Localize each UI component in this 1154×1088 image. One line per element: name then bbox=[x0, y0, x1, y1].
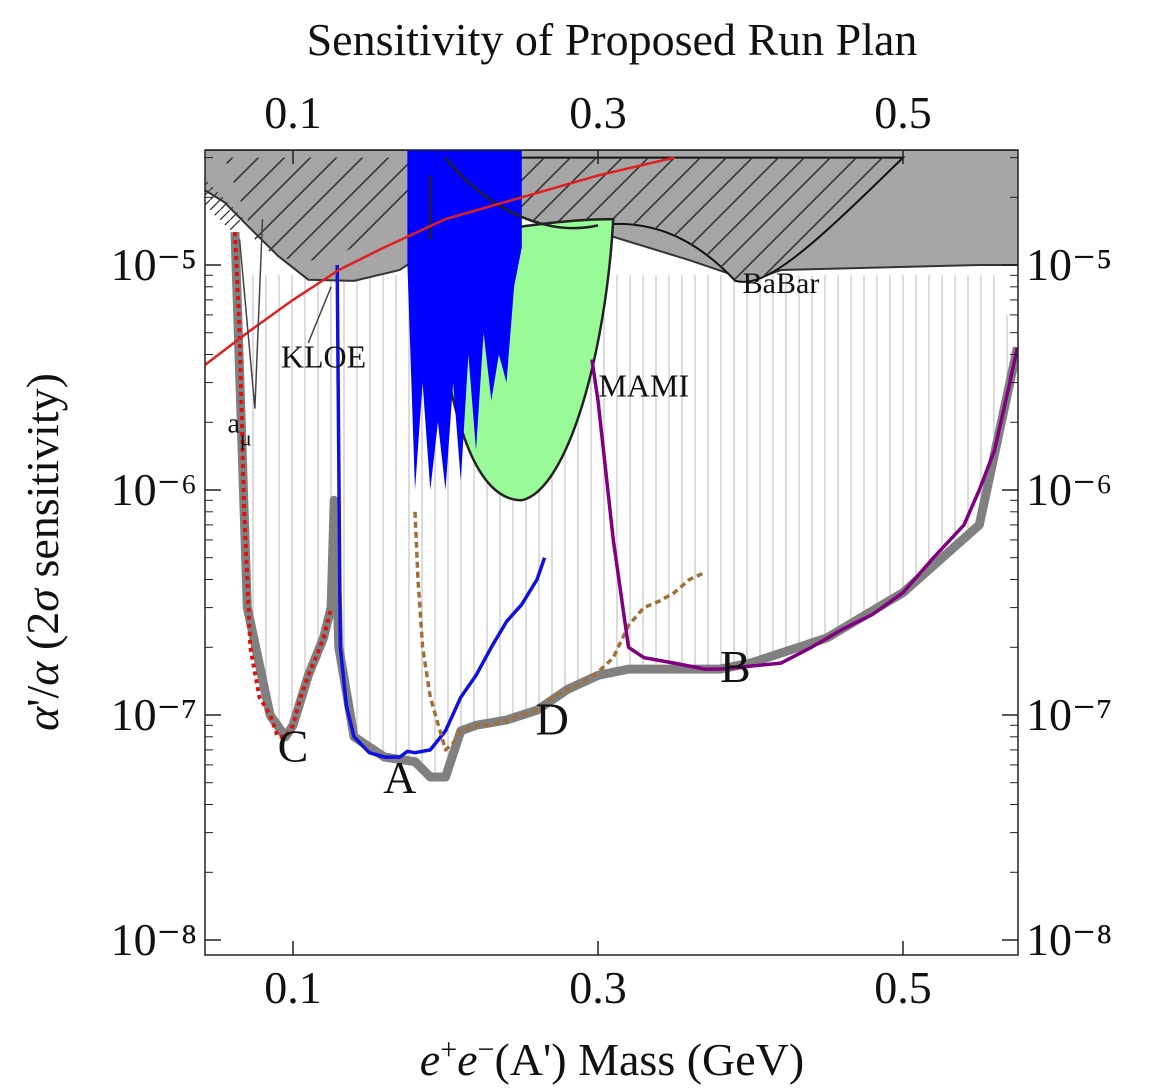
babar-curve-over-apex bbox=[429, 156, 599, 240]
chart-title: Sensitivity of Proposed Run Plan bbox=[307, 14, 918, 65]
kloe-leader bbox=[307, 286, 332, 344]
y-tick-label-left: 10⁻⁸ bbox=[111, 914, 197, 965]
series-a-line bbox=[335, 264, 547, 759]
amu-hatch bbox=[205, 179, 245, 233]
y-tick-label-left: 10⁻⁵ bbox=[111, 239, 197, 290]
x-tick-label-bottom: 0.3 bbox=[569, 962, 627, 1013]
series-c-line bbox=[233, 232, 334, 739]
y-tick-label-left: 10⁻⁶ bbox=[111, 464, 197, 515]
x-tick-label-top: 0.5 bbox=[874, 87, 932, 138]
y-axis-title: α'/α (2σ sensitivity) bbox=[17, 373, 68, 731]
annotation-kloe: KLOE bbox=[281, 339, 366, 375]
y-tick-label-right: 10⁻⁵ bbox=[1026, 239, 1112, 290]
amu-leader bbox=[238, 219, 264, 409]
annotation-mami: MAMI bbox=[598, 368, 689, 404]
x-tick-label-top: 0.1 bbox=[264, 87, 322, 138]
series-d-line bbox=[413, 511, 706, 752]
x-tick-label-bottom: 0.1 bbox=[264, 962, 322, 1013]
annotation-babar: BaBar bbox=[743, 267, 820, 300]
annotation-c: C bbox=[278, 721, 309, 772]
y-tick-label-left: 10⁻⁷ bbox=[111, 689, 197, 740]
annotation-b: B bbox=[720, 641, 751, 692]
y-tick-label-right: 10⁻⁶ bbox=[1026, 464, 1112, 515]
x-axis-title: e+e−(A') Mass (GeV) bbox=[420, 1033, 804, 1086]
y-tick-label-right: 10⁻⁸ bbox=[1026, 914, 1112, 965]
sensitivity-hatched-region bbox=[235, 232, 1018, 778]
series-b-line bbox=[590, 347, 1018, 671]
series-amu-line bbox=[205, 156, 675, 367]
x-tick-label-bottom: 0.5 bbox=[874, 962, 932, 1013]
apex-testrun-region bbox=[407, 150, 522, 490]
annotation-d: D bbox=[536, 693, 569, 744]
plot-frame bbox=[204, 149, 1019, 956]
y-tick-label-right: 10⁻⁷ bbox=[1026, 689, 1112, 740]
annotation-a: A bbox=[383, 752, 416, 803]
babar-hatch bbox=[445, 157, 903, 282]
x-tick-label-top: 0.3 bbox=[569, 87, 627, 138]
